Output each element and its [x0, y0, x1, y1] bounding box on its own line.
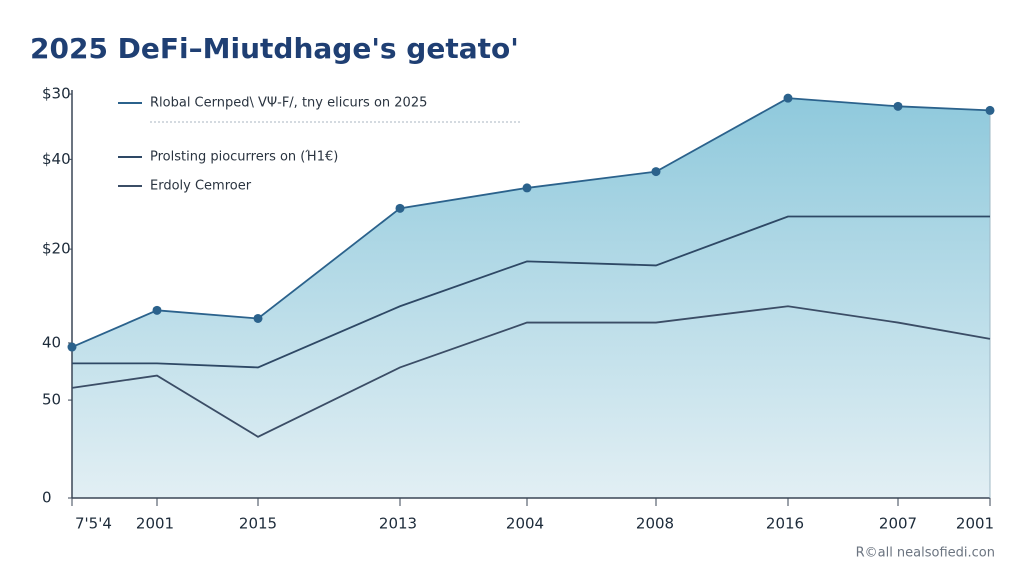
line [71, 305, 991, 438]
point [152, 305, 162, 315]
point [253, 313, 263, 323]
point [651, 167, 661, 177]
y-tick-label: $40 [42, 150, 71, 168]
legend-label: Prolsting piocurrers on (Ή1€) [150, 150, 338, 165]
legend-label: Rlobal Cernped\ VΨ-F/, tny elicurs on 20… [150, 96, 427, 111]
point [395, 203, 405, 213]
y-tick-label: 0 [42, 489, 52, 507]
chart-title: 2025 DeFi–Miutdhage's getato' [30, 32, 519, 65]
x-tick-label: 7'5'4 [75, 515, 112, 533]
x-tick-label: 2001 [956, 515, 994, 533]
legend-label: Erdoly Cemroer [150, 179, 252, 194]
source: R©all nealsofiedi.con [856, 546, 995, 561]
y-tick-label: $30 [42, 85, 71, 103]
x-tick-label: 2007 [879, 515, 917, 533]
y-tick-label: 50 [42, 391, 61, 409]
x-tick-label: 2004 [506, 515, 544, 533]
point [893, 101, 903, 111]
x-tick-label: 2008 [636, 515, 674, 533]
point [985, 105, 995, 115]
x-tick-label: 2016 [766, 515, 804, 533]
y-tick-label: $20 [42, 240, 71, 258]
point [522, 183, 532, 193]
y-tick-label: 40 [42, 333, 61, 351]
x-tick-label: 2015 [239, 515, 277, 533]
point [67, 342, 77, 352]
x-tick-label: 2001 [136, 515, 174, 533]
line [72, 215, 990, 369]
point [783, 93, 793, 103]
area [72, 98, 990, 498]
x-tick-label: 2013 [379, 515, 417, 533]
